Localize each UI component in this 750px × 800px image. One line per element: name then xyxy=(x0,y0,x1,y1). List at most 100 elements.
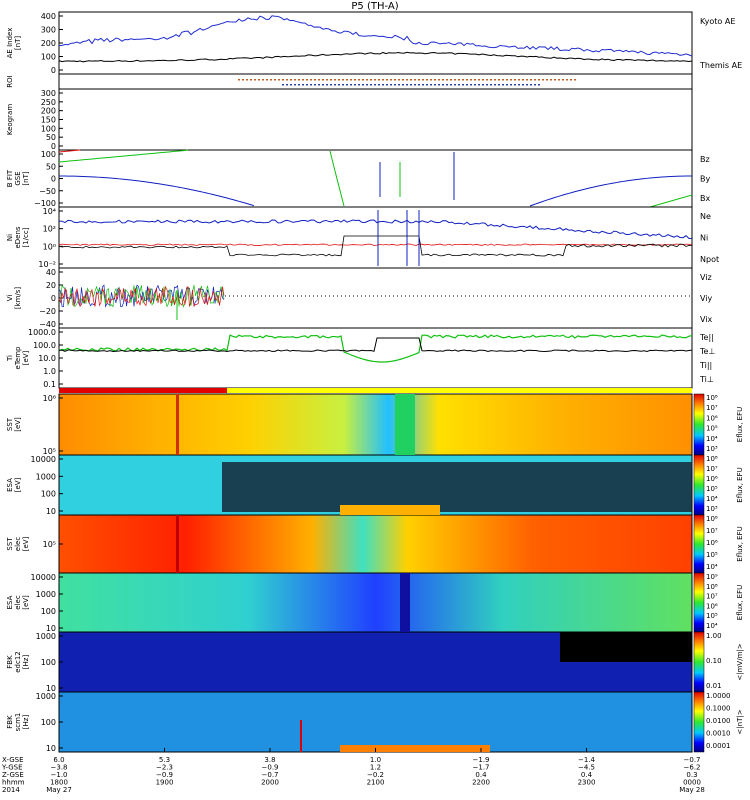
esa-ion-band xyxy=(340,505,440,515)
roi-mark xyxy=(510,84,512,86)
xaxis-value: 1800 xyxy=(50,779,68,787)
colorbar-tick-label: 10⁸ xyxy=(706,515,718,523)
bfit-panel-legend: Bx xyxy=(700,194,710,203)
sst-el-panel-tick-label: 10⁵ xyxy=(43,540,56,549)
sst-ion-panel-tick-label: 10⁵ xyxy=(43,447,56,456)
by-line xyxy=(329,150,345,207)
colorbar-tick-label: 1.0000 xyxy=(706,692,731,700)
roi-mark xyxy=(550,79,552,81)
vi-panel-tick-label: 40 xyxy=(46,268,56,277)
colorbar-label: Eflux, EFU xyxy=(736,407,744,442)
roi-mark xyxy=(534,79,536,81)
roi-mark xyxy=(394,79,396,81)
roi-mark xyxy=(366,84,368,86)
ae-panel-legend: Themis AE xyxy=(699,61,742,70)
roi-mark xyxy=(350,79,352,81)
bfit-panel-tick-label: 100 xyxy=(41,150,56,159)
roi-mark xyxy=(374,79,376,81)
ne-line xyxy=(58,243,693,246)
colorbar-tick-label: 10⁴ xyxy=(706,622,718,630)
ti-panel-tick-label: 1.0 xyxy=(43,367,56,376)
keogram-panel-tick-label: 0 xyxy=(51,142,56,151)
roi-mark xyxy=(450,84,452,86)
roi-mark xyxy=(418,79,420,81)
fbk2-panel-ylabel: [Hz] xyxy=(22,715,30,730)
ti-panel-legend: Ti⊥ xyxy=(699,375,714,384)
roi-mark xyxy=(478,84,480,86)
ni-panel-legend: Ni xyxy=(700,234,708,243)
roi-mark xyxy=(442,79,444,81)
ae-panel-ylabel: [nT] xyxy=(14,36,22,50)
colorbar-tick-label: 10⁶ xyxy=(706,602,718,610)
vi-panel-legend: Viz xyxy=(700,273,712,282)
sst-el-panel-ylabel: [eV] xyxy=(22,536,30,551)
roi-mark xyxy=(262,79,264,81)
roi-mark xyxy=(454,79,456,81)
roi-mark xyxy=(470,84,472,86)
roi-mark xyxy=(546,79,548,81)
roi-mark xyxy=(558,79,560,81)
roi-mark xyxy=(294,84,296,86)
roi-mark xyxy=(286,79,288,81)
roi-mark xyxy=(522,84,524,86)
xaxis-value: −0.7 xyxy=(684,756,701,764)
roi-mark xyxy=(570,79,572,81)
sst-ion-spike xyxy=(176,394,179,455)
xaxis-value: 1900 xyxy=(156,779,174,787)
colorbar-tick-label: 10⁸ xyxy=(706,455,718,463)
roi-mark xyxy=(338,79,340,81)
xaxis-value: 6.0 xyxy=(53,756,64,764)
esa-ion-panel-tick-label: 100 xyxy=(41,490,56,499)
roi-mark xyxy=(242,79,244,81)
xaxis-value: −1.9 xyxy=(473,756,490,764)
ti-panel-tick-label: 1000.0 xyxy=(28,328,56,337)
roi-mark xyxy=(290,84,292,86)
roi-mark xyxy=(438,84,440,86)
roi-mark xyxy=(374,84,376,86)
roi-mark xyxy=(486,79,488,81)
ae-panel-tick-label: 200 xyxy=(41,39,56,48)
roi-mark xyxy=(342,84,344,86)
fbk1-panel-tick-label: 10 xyxy=(46,684,56,693)
colorbar-tick-label: 10⁸ xyxy=(706,583,718,591)
roi-mark xyxy=(434,79,436,81)
ni-panel-frame xyxy=(58,206,693,269)
xaxis-value: −6.2 xyxy=(684,764,701,772)
roi-mark xyxy=(422,79,424,81)
fbk2-spike xyxy=(300,720,302,752)
sst-el-panel-ylabel: SST xyxy=(6,537,14,551)
roi-mark xyxy=(354,79,356,81)
xaxis-value: May 27 xyxy=(46,786,72,794)
roi-mark xyxy=(426,79,428,81)
sst-ion-panel-ylabel: [eV] xyxy=(14,417,22,432)
esa-ion-noise xyxy=(222,462,692,512)
colorbar-tick-label: 10⁵ xyxy=(706,485,718,493)
sst-el-spike xyxy=(176,515,179,573)
roi-mark xyxy=(494,84,496,86)
xaxis-value: 0.3 xyxy=(686,771,697,779)
mode-bar xyxy=(59,388,692,393)
plot-title: P5 (TH-A) xyxy=(351,1,398,12)
vi-panel-tick-label: −40 xyxy=(39,320,56,329)
xaxis-row-label: 2014 xyxy=(2,786,20,794)
xaxis-value: 1.0 xyxy=(370,756,381,764)
esa-ion-panel-ylabel: [eV] xyxy=(14,477,22,492)
roi-mark xyxy=(270,79,272,81)
vi-panel-tick-label: 20 xyxy=(46,281,56,290)
roi-mark xyxy=(370,79,372,81)
vi-panel-tick-label: −20 xyxy=(39,307,56,316)
roi-mark xyxy=(474,79,476,81)
bfit-panel-tick-label: −50 xyxy=(39,187,56,196)
xaxis-value: −3.8 xyxy=(51,764,68,772)
vi-panel-legend: Vix xyxy=(700,315,713,324)
roi-mark xyxy=(498,79,500,81)
xaxis-value: 2000 xyxy=(261,779,279,787)
roi-mark xyxy=(318,79,320,81)
roi-mark xyxy=(490,79,492,81)
xaxis-value: 3.8 xyxy=(264,756,275,764)
colorbar-tick-label: 10⁴ xyxy=(706,495,718,503)
colorbar-tick-label: 0.0100 xyxy=(706,717,731,725)
roi-mark xyxy=(506,84,508,86)
bfit-panel-tick-label: 50 xyxy=(46,162,56,171)
roi-mark xyxy=(330,79,332,81)
